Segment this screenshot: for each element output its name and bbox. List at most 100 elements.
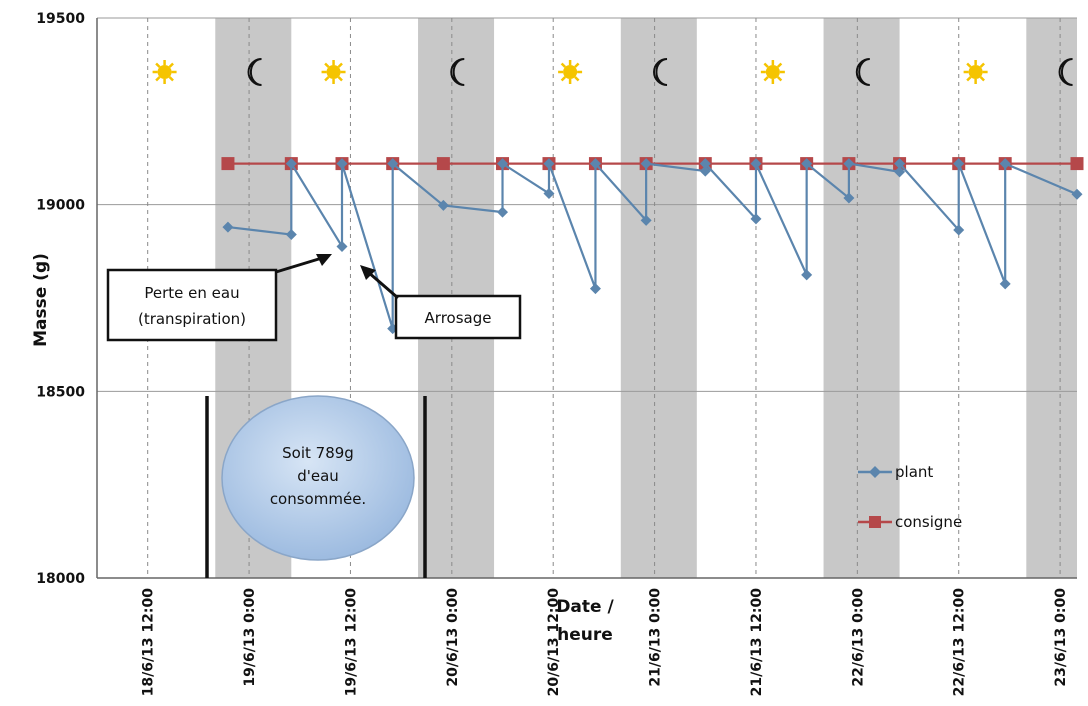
plant-point-10: [543, 187, 555, 199]
plant-point-13: [589, 158, 601, 170]
plant-point-22: [843, 192, 855, 204]
x-axis-title-line1: Date /: [556, 597, 614, 617]
sun-icon: [321, 60, 346, 84]
night-band-4: [1026, 18, 1077, 578]
consigne-point-16: [1070, 157, 1084, 171]
sun-ray: [776, 76, 783, 82]
bubble-line2: d'eau: [297, 467, 339, 485]
sun-ray: [155, 62, 161, 68]
moon-icon: [653, 58, 668, 86]
moon-icon: [855, 58, 870, 86]
sun-icon: [152, 60, 177, 84]
x-tick-labels: 18/6/13 12:00 19/6/13 0:00 19/6/13 12:00 20…: [141, 588, 1069, 697]
plant-point-9: [497, 158, 509, 170]
sun-ray: [979, 76, 985, 82]
sun-ray: [155, 76, 161, 82]
legend: plant consigne: [858, 463, 962, 531]
y-tick-label-0: 18000: [36, 571, 85, 587]
x-tick-label-0: 18/6/13 12:00: [141, 588, 157, 697]
plant-point-15: [640, 158, 652, 170]
bubble-shape: [221, 395, 415, 561]
x-tick-label-6: 21/6/13 12:00: [749, 588, 765, 697]
annotation-arrosage-arrowhead: [360, 265, 376, 280]
y-axis-title: Masse (g): [31, 253, 51, 347]
sun-ray: [574, 62, 580, 68]
sun-disc: [157, 65, 172, 79]
annotation-arrosage: Arrosage: [360, 265, 522, 340]
plant-point-24: [894, 166, 906, 178]
sun-ray: [324, 76, 330, 82]
sun-disc: [326, 65, 341, 79]
y-tick-label-1: 18500: [36, 384, 85, 400]
sun-ray: [168, 76, 174, 82]
legend-consigne-label: consigne: [895, 513, 962, 531]
legend-plant-marker: [869, 466, 881, 478]
series-plant: [222, 158, 1083, 335]
x-tick-label-5: 21/6/13 0:00: [648, 588, 664, 687]
plant-point-2: [285, 158, 297, 170]
day-night-icons: [152, 58, 1073, 86]
bubble-line3: consommée.: [270, 490, 366, 508]
annotation-perte-arrow: [275, 256, 323, 274]
sun-ray: [966, 62, 972, 68]
bubble-line1: Soit 789g: [282, 444, 354, 462]
sun-ray: [337, 62, 343, 68]
annotation-perte-line1: Perte en eau: [144, 284, 239, 302]
x-tick-label-4: 20/6/13 12:00: [546, 588, 562, 697]
plant-point-18: [750, 213, 762, 225]
plant-point-28: [999, 278, 1011, 290]
x-tick-label-1: 19/6/13 0:00: [242, 588, 258, 687]
sun-ray: [574, 76, 580, 82]
plant-point-20: [801, 269, 813, 281]
sun-disc: [968, 65, 983, 79]
plant-point-4: [336, 158, 348, 170]
water-consumed-bubble: Soit 789g d'eau consommée.: [221, 395, 415, 561]
plant-point-6: [387, 158, 399, 170]
plant-point-14: [640, 214, 652, 226]
y-tick-label-3: 19500: [36, 11, 85, 27]
plant-point-21: [801, 158, 813, 170]
x-tick-label-2: 19/6/13 12:00: [343, 588, 359, 697]
annotation-perte-box: [106, 268, 278, 342]
annotation-perte-en-eau: Perte en eau (transpiration): [106, 254, 332, 342]
plant-point-30: [1071, 188, 1083, 200]
night-band-3: [823, 18, 900, 578]
x-tick-label-7: 22/6/13 0:00: [850, 588, 866, 687]
x-tick-label-8: 22/6/13 12:00: [952, 588, 968, 697]
plant-point-23: [843, 158, 855, 170]
y-tick-labels: 18000 18500 19000 19500: [36, 11, 85, 587]
sun-ray: [337, 76, 343, 82]
plot-frame: [96, 18, 1077, 579]
sun-disc: [765, 65, 780, 79]
moon-icon: [247, 58, 262, 86]
plant-point-3: [336, 240, 348, 252]
legend-item-consigne: consigne: [858, 513, 962, 531]
annotation-arrosage-arrow: [367, 270, 399, 300]
annotation-perte-arrowhead: [316, 254, 332, 266]
plant-point-0: [222, 221, 234, 233]
sun-ray: [560, 76, 567, 82]
legend-plant-label: plant: [895, 463, 933, 481]
sun-icon: [760, 60, 785, 84]
annotation-arrosage-text: Arrosage: [425, 309, 492, 327]
sun-disc: [563, 65, 578, 79]
x-axis-title-line2: heure: [557, 625, 613, 645]
plant-point-12: [589, 283, 601, 295]
consigne-point-0: [221, 157, 235, 171]
plant-point-26: [953, 224, 965, 236]
x-tick-label-9: 23/6/13 0:00: [1053, 588, 1069, 687]
sun-icon: [963, 60, 988, 84]
x-tick-label-3: 20/6/13 0:00: [445, 588, 461, 687]
plant-point-25: [894, 158, 906, 170]
plant-point-11: [543, 158, 555, 170]
sun-ray: [966, 76, 972, 82]
sun-ray: [763, 62, 769, 68]
plant-point-16: [699, 165, 711, 177]
sun-ray: [763, 76, 769, 82]
sun-icon: [558, 60, 583, 84]
night-band-2: [620, 18, 697, 578]
consigne-point-4: [436, 157, 450, 171]
annotation-arrosage-box: [394, 294, 522, 340]
sun-ray: [979, 62, 985, 68]
